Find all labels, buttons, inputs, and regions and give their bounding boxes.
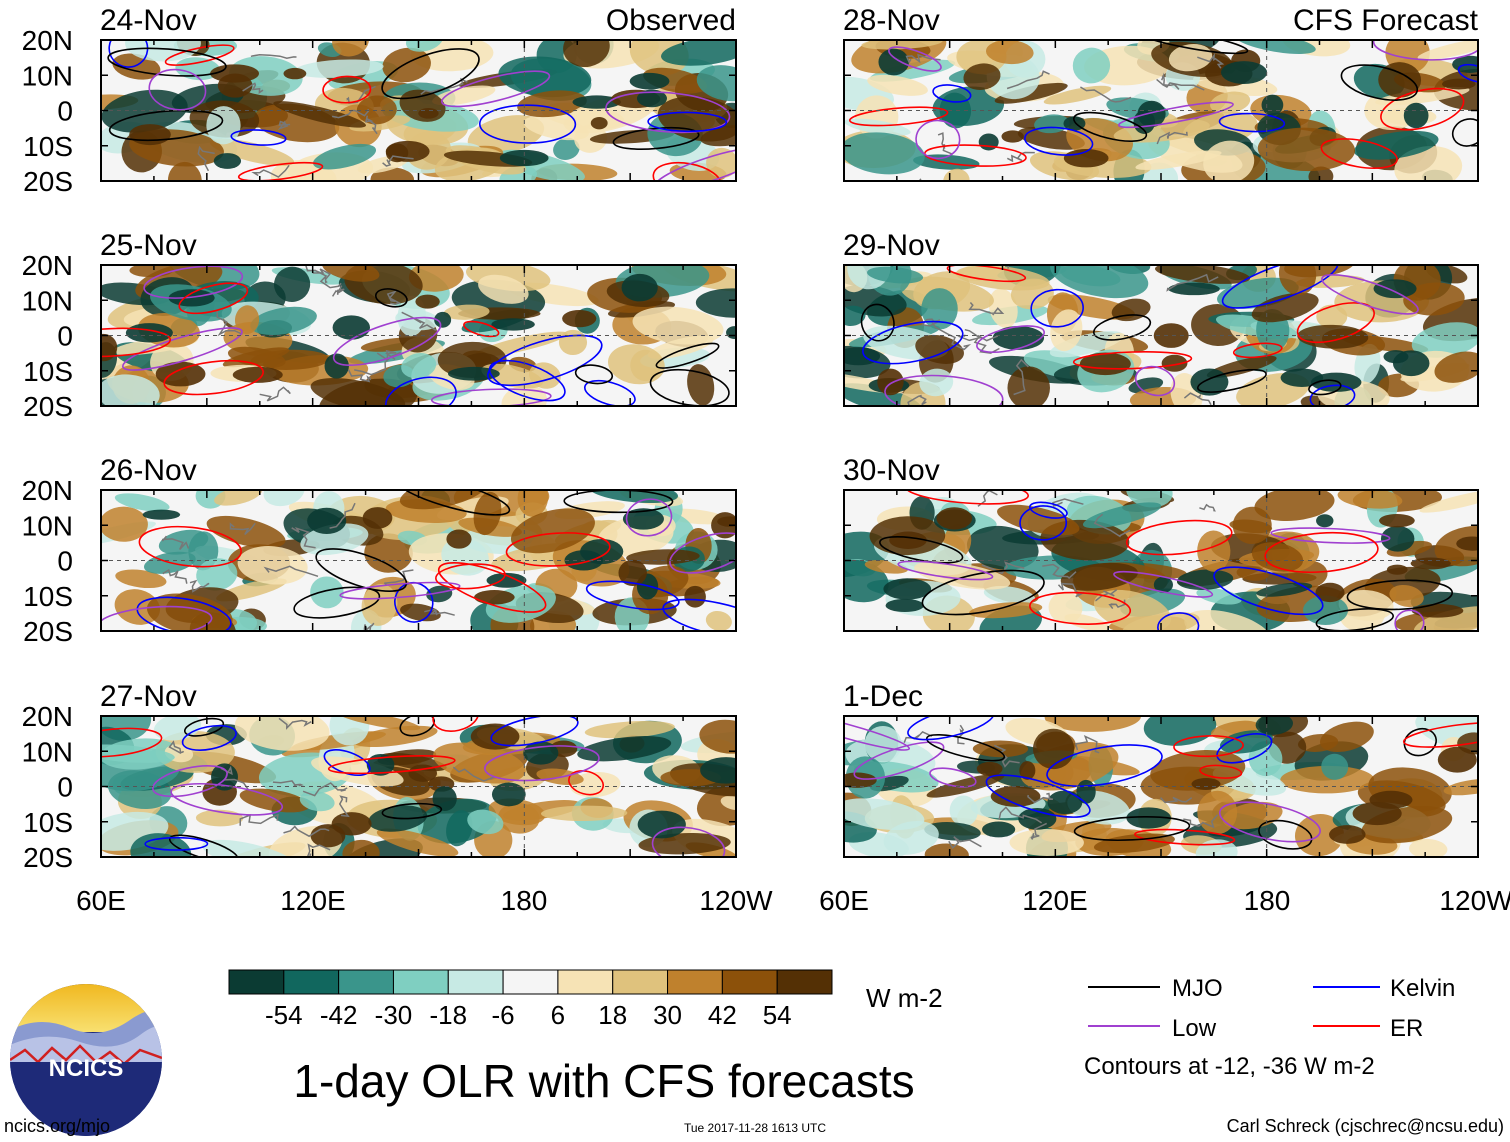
colorbar-swatch [228, 969, 285, 995]
lat-label: 10S [23, 131, 73, 162]
olr-field [101, 490, 736, 631]
lat-label: 20S [23, 842, 73, 873]
panel-date: 28-Nov [843, 4, 940, 37]
lat-label: 10S [23, 807, 73, 838]
lat-label: 10S [23, 581, 73, 612]
colorbar-swatch [557, 969, 614, 995]
olr-field [844, 40, 1478, 181]
forecast-label: CFS Forecast [1293, 4, 1479, 37]
logo-text: NCICS [49, 1055, 124, 1082]
panel-date: 25-Nov [100, 229, 197, 262]
lat-label: 20N [22, 25, 73, 56]
colorbar-tick-label: -30 [375, 1000, 413, 1030]
legend-label-low: Low [1172, 1015, 1217, 1042]
colorbar-tick-label: 18 [598, 1000, 627, 1030]
colorbar-units: W m-2 [866, 983, 943, 1013]
lon-label: 120W [1439, 885, 1510, 916]
map-panels: 24-Nov20N10N010S20S25-Nov20N10N010S20S26… [22, 4, 1479, 873]
longitude-axis-right: 60E 120E 180 120W [819, 885, 1510, 916]
olr-field [101, 716, 736, 857]
colorbar-tick-label: 42 [708, 1000, 737, 1030]
panel-date: 27-Nov [100, 680, 197, 713]
lon-label: 60E [819, 885, 869, 916]
olr-field [844, 490, 1478, 631]
longitude-axis-left: 60E 120E 180 120W [76, 885, 773, 916]
lat-label: 20S [23, 166, 73, 197]
contour-note: Contours at -12, -36 W m-2 [1084, 1053, 1375, 1080]
olr-field [101, 265, 736, 406]
lat-label: 0 [57, 321, 73, 352]
colorbar-swatch [502, 969, 559, 995]
olr-field [844, 265, 1478, 406]
colorbar-tick-label: 6 [551, 1000, 565, 1030]
colorbar-swatch [721, 969, 778, 995]
map-panel-25-nov: 25-Nov 20N 10N 0 10S 20S [22, 229, 737, 422]
panel-date: 29-Nov [843, 229, 940, 262]
lat-label: 0 [57, 772, 73, 803]
lon-label: 180 [1244, 885, 1291, 916]
lat-label: 20S [23, 616, 73, 647]
colorbar-swatch [667, 969, 723, 995]
colorbar-swatch [612, 969, 669, 995]
lat-label: 20N [22, 250, 73, 281]
lat-label: 10S [23, 356, 73, 387]
lat-label: 10N [22, 510, 73, 541]
colorbar: -54 -42 -30 -18 -6 6 18 30 42 54 [228, 969, 833, 1030]
map-panel-30-nov: 30-Nov [843, 454, 1479, 632]
lat-label: 10N [22, 736, 73, 767]
footer-url: ncics.org/mjo [4, 1116, 110, 1136]
panel-date: 1-Dec [843, 680, 923, 713]
olr-field [844, 716, 1478, 857]
lon-label: 120E [1022, 885, 1087, 916]
olr-field [101, 40, 736, 181]
legend-label-kelvin: Kelvin [1390, 975, 1455, 1002]
map-panel-28-nov: 28-Nov [843, 4, 1479, 182]
lon-label: 180 [501, 885, 548, 916]
map-panel-26-nov: 26-Nov 20N 10N 0 10S 20S [22, 454, 737, 647]
lat-label: 20N [22, 475, 73, 506]
lat-label: 10N [22, 285, 73, 316]
panel-date: 26-Nov [100, 454, 197, 487]
map-panel-24-nov: 24-Nov 20N 10N 0 10S 20S [22, 4, 737, 197]
lon-label: 60E [76, 885, 126, 916]
map-panel-27-nov: 27-Nov 20N 10N 0 10S 20S [22, 680, 737, 873]
colorbar-swatch [447, 969, 504, 995]
colorbar-tick-label: -6 [492, 1000, 515, 1030]
lat-label: 20S [23, 391, 73, 422]
colorbar-tick-label: -42 [320, 1000, 358, 1030]
lon-label: 120E [280, 885, 345, 916]
footer-timestamp: Tue 2017-11-28 1613 UTC [684, 1121, 826, 1135]
colorbar-swatch [392, 969, 449, 995]
legend-label-mjo: MJO [1172, 975, 1223, 1002]
lat-label: 0 [57, 96, 73, 127]
colorbar-tick-label: -18 [429, 1000, 467, 1030]
map-panel-29-nov: 29-Nov [843, 229, 1479, 407]
colorbar-tick-label: 54 [763, 1000, 792, 1030]
observed-label: Observed [606, 4, 736, 37]
colorbar-tick-label: 30 [653, 1000, 682, 1030]
lon-label: 120W [699, 885, 773, 916]
colorbar-swatch [338, 969, 394, 995]
main-title: 1-day OLR with CFS forecasts [293, 1055, 914, 1107]
colorbar-tick-label: -54 [265, 1000, 303, 1030]
footer-author: Carl Schreck (cjschrec@ncsu.edu) [1227, 1116, 1504, 1136]
colorbar-swatch [776, 969, 833, 995]
contour-legend: MJO Kelvin Low ER Contours at -12, -36 W… [1084, 975, 1455, 1080]
map-panel-1-dec: 1-Dec [843, 680, 1479, 858]
panel-date: 24-Nov [100, 4, 197, 37]
ncics-logo: NCICS [10, 984, 162, 1136]
legend-label-er: ER [1390, 1015, 1423, 1042]
lat-label: 0 [57, 546, 73, 577]
lat-label: 10N [22, 60, 73, 91]
panel-date: 30-Nov [843, 454, 940, 487]
lat-label: 20N [22, 701, 73, 732]
colorbar-swatch [283, 969, 340, 995]
